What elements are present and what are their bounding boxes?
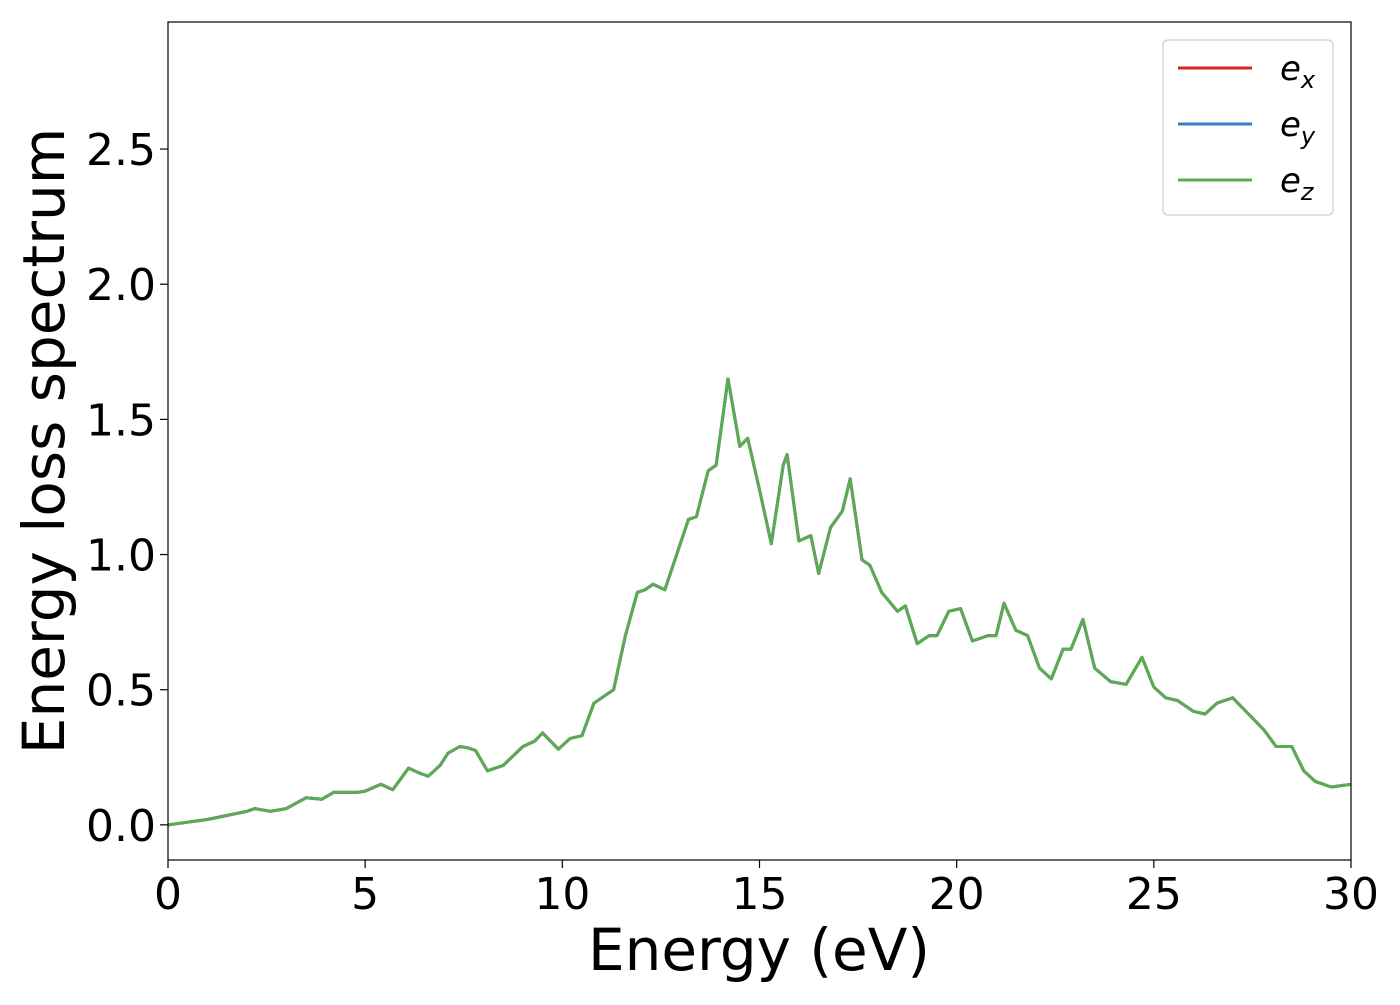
x-axis-label: Energy (eV): [588, 916, 930, 984]
y-axis-label: Energy loss spectrum: [10, 128, 78, 754]
series-line-x: [167, 377, 1352, 827]
legend-label-z: ez: [1280, 161, 1315, 206]
series-line-y: [167, 377, 1352, 827]
axis-layer: 0 5 10 15 20 25 30 0.0 0.5 1.0 1.5 2.0 2.5: [86, 21, 1379, 920]
x-tick-label: 30: [1323, 869, 1379, 920]
y-tick-label: 0.0: [86, 801, 156, 852]
legend-box: [1162, 39, 1334, 216]
legend-subscript: z: [1300, 178, 1315, 206]
series-layer: [167, 377, 1352, 827]
y-tick-label: 1.5: [86, 395, 156, 446]
y-tick-label: 0.5: [86, 666, 156, 717]
legend-subscript: x: [1300, 66, 1316, 94]
y-tick-label: 2.0: [86, 260, 156, 311]
x-tick-label: 25: [1126, 869, 1182, 920]
y-tick-label: 2.5: [86, 125, 156, 176]
x-tick-label: 10: [534, 869, 590, 920]
x-tick-label: 15: [732, 869, 788, 920]
legend-subscript: y: [1300, 122, 1316, 150]
y-tick-label: 1.0: [86, 531, 156, 582]
x-tick-label: 0: [154, 869, 182, 920]
series-line-z: [167, 377, 1352, 827]
x-tick-label: 20: [929, 869, 985, 920]
x-tick-label: 5: [351, 869, 379, 920]
